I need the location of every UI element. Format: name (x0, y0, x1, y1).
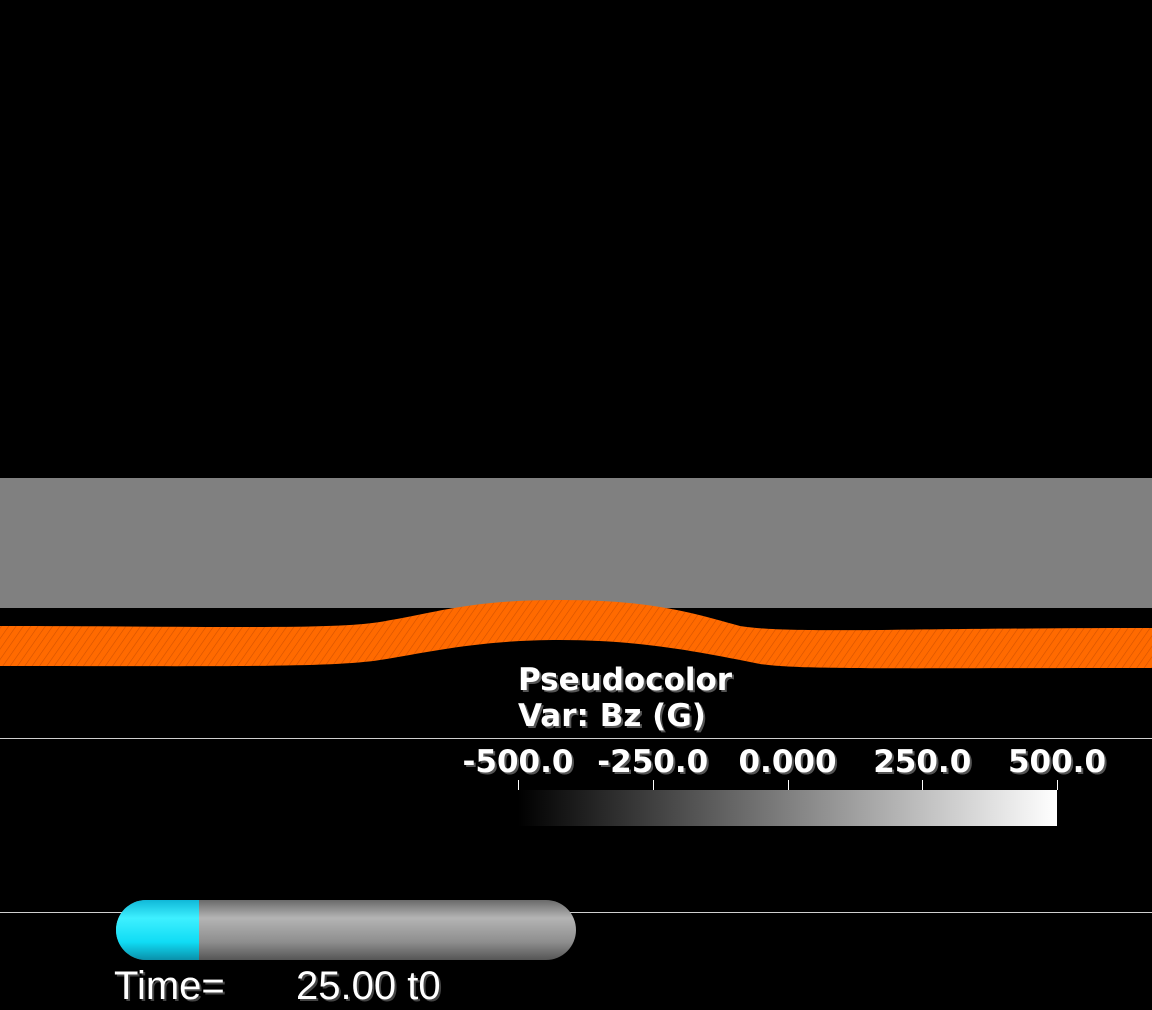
plot-title: Pseudocolor (518, 662, 733, 698)
colorbar-tick-mark (518, 780, 519, 790)
divider-line (0, 738, 1152, 739)
time-value: 25.00 t0 (296, 964, 441, 1008)
colorbar-tick-mark (652, 780, 654, 790)
flux-tube (0, 600, 1152, 669)
colorbar-tick-label: 500.0 (1007, 744, 1107, 780)
colorbar-tick-label: -500.0 (462, 744, 574, 780)
time-progress-bar (116, 900, 576, 960)
colorbar-tick-mark (787, 780, 789, 790)
divider-line (0, 912, 1152, 913)
colorbar-tick-label: 0.000 (738, 744, 837, 780)
colorbar-tick-mark (1057, 780, 1058, 790)
colorbar-tick-label: -250.0 (597, 744, 709, 780)
colorbar (518, 790, 1057, 826)
variable-label: Var: Bz (G) (518, 698, 706, 734)
colorbar-tick-label: 250.0 (873, 744, 972, 780)
gray-slab (0, 478, 1152, 608)
time-progress-fill (116, 900, 199, 960)
time-label: Time= (114, 964, 225, 1008)
colorbar-tick-mark (922, 780, 924, 790)
